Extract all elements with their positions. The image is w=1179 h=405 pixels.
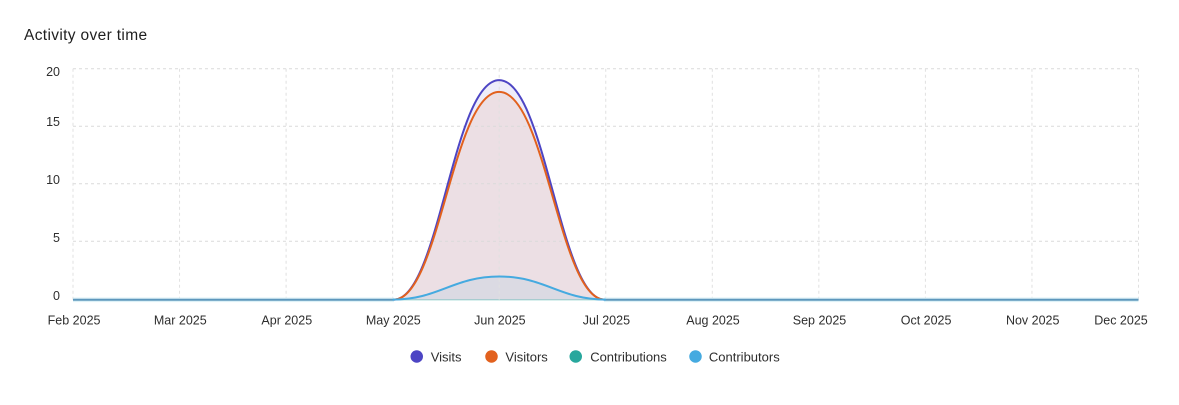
svg-text:May 2025: May 2025 (366, 314, 421, 328)
svg-text:Dec 2025: Dec 2025 (1094, 314, 1148, 328)
svg-text:5: 5 (53, 231, 60, 245)
svg-text:Apr 2025: Apr 2025 (261, 314, 312, 328)
svg-text:15: 15 (46, 115, 60, 129)
svg-text:20: 20 (46, 65, 60, 79)
svg-text:Visitors: Visitors (505, 350, 548, 365)
svg-text:0: 0 (53, 289, 60, 303)
svg-text:Activity over time: Activity over time (24, 27, 147, 44)
svg-text:Aug 2025: Aug 2025 (686, 314, 740, 328)
svg-text:Jul 2025: Jul 2025 (583, 314, 630, 328)
svg-text:Feb 2025: Feb 2025 (48, 314, 101, 328)
svg-text:Sep 2025: Sep 2025 (793, 314, 847, 328)
svg-text:Jun 2025: Jun 2025 (474, 314, 525, 328)
svg-text:Nov 2025: Nov 2025 (1006, 314, 1060, 328)
svg-text:Mar 2025: Mar 2025 (154, 314, 207, 328)
svg-text:Contributions: Contributions (590, 350, 667, 365)
svg-text:Oct 2025: Oct 2025 (901, 314, 952, 328)
svg-text:Visits: Visits (431, 350, 462, 365)
svg-text:10: 10 (46, 173, 60, 187)
svg-text:Contributors: Contributors (709, 350, 780, 365)
